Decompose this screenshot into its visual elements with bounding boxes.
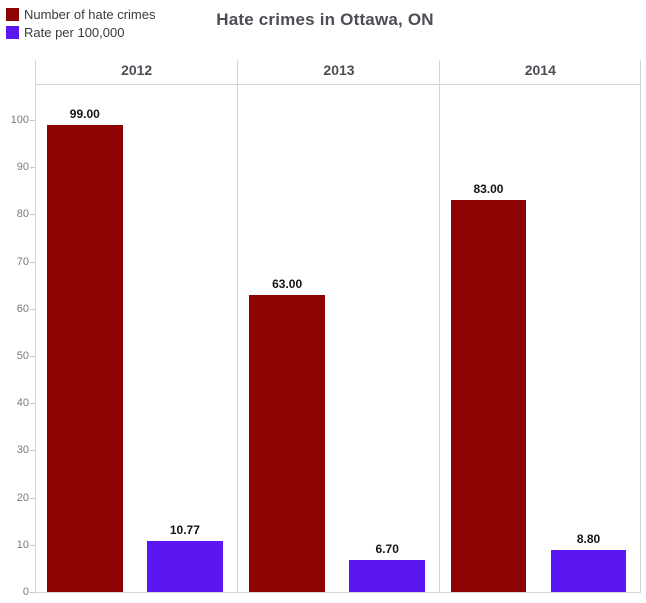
bar-count-2012	[47, 124, 123, 592]
bar-value-label: 99.00	[69, 106, 100, 121]
legend-label-count: Number of hate crimes	[24, 7, 156, 22]
panel-2014: 2014 83.00 8.80	[438, 60, 641, 592]
y-tick-label: 0	[22, 586, 29, 598]
bar-rate-2012	[147, 541, 223, 592]
y-tick-label: 50	[16, 350, 29, 362]
bar-rate-2013	[349, 560, 425, 592]
y-tick-mark	[30, 167, 35, 169]
y-tick-label: 30	[16, 444, 29, 457]
panel-2013: 2013 63.00 6.70	[237, 60, 439, 592]
y-tick-mark	[30, 120, 35, 121]
y-tick-label: 40	[16, 397, 29, 410]
y-tick-label: 20	[16, 491, 29, 504]
y-tick-mark	[30, 544, 35, 546]
bar-count-2014	[450, 200, 527, 592]
y-tick-label: 100	[10, 114, 29, 126]
legend: Number of hate crimes Rate per 100,000	[6, 8, 156, 44]
y-tick-label: 70	[16, 255, 29, 268]
legend-label-rate: Rate per 100,000	[24, 25, 125, 40]
bar-value-label: 63.00	[272, 276, 303, 291]
y-tick-label: 80	[16, 208, 29, 221]
bar-count-2013	[249, 294, 325, 592]
panel-header-2013: 2013	[323, 62, 355, 78]
y-tick-label: 60	[16, 302, 29, 315]
panel-header-2012: 2012	[121, 62, 153, 78]
y-tick-mark	[30, 403, 35, 405]
plot-area: 2012 99.00 10.77 2013 63.00 6.70 2014 83.00 8.80	[35, 60, 641, 593]
bar-value-label: 83.00	[473, 182, 504, 197]
legend-swatch-count	[6, 8, 19, 21]
y-tick-label: 10	[16, 538, 29, 551]
panel-header-2014: 2014	[524, 62, 556, 78]
bar-rate-2014	[550, 550, 627, 592]
y-tick-mark	[30, 450, 35, 452]
panel-2012: 2012 99.00 10.77	[36, 60, 237, 592]
legend-item-rate: Rate per 100,000	[6, 26, 156, 39]
y-tick-mark	[30, 308, 35, 310]
legend-swatch-rate	[6, 26, 19, 39]
y-tick-mark	[30, 261, 35, 263]
y-tick-mark	[30, 214, 35, 216]
y-tick-mark	[30, 356, 35, 357]
bar-value-label: 6.70	[375, 542, 399, 557]
y-tick-label: 90	[16, 161, 29, 174]
bar-value-label: 8.80	[576, 532, 601, 547]
y-tick-mark	[30, 497, 35, 499]
legend-item-count: Number of hate crimes	[6, 8, 156, 21]
y-axis: 0 10 20 30 40 50 60 70 80 90 100	[0, 60, 35, 598]
panel-header-separator	[36, 84, 640, 85]
bar-value-label: 10.77	[169, 523, 200, 538]
chart-title: Hate crimes in Ottawa, ON	[216, 10, 434, 29]
y-tick-mark	[30, 592, 35, 593]
